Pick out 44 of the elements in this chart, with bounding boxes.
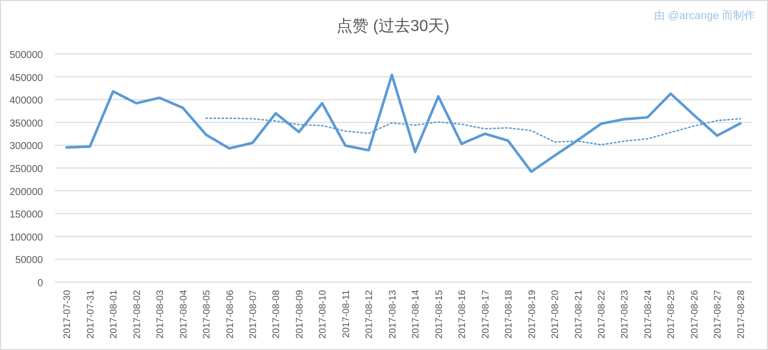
- x-tick-label: 2017-07-31: [85, 290, 96, 339]
- x-tick-label: 2017-08-28: [736, 290, 747, 339]
- x-tick-label: 2017-08-01: [108, 290, 120, 339]
- x-tick-label: 2017-08-06: [224, 290, 236, 339]
- y-tick-label: 100000: [10, 232, 44, 244]
- y-tick-label: 350000: [10, 118, 44, 130]
- y-tick-label: 50000: [15, 255, 44, 266]
- y-tick-label: 300000: [10, 141, 44, 152]
- x-tick-label: 2017-08-04: [178, 290, 190, 339]
- x-tick-label: 2017-08-15: [434, 290, 445, 339]
- x-tick-label: 2017-08-02: [132, 290, 143, 339]
- x-tick-label: 2017-08-09: [294, 290, 306, 339]
- x-tick-label: 2017-08-11: [340, 290, 352, 338]
- x-tick-label: 2017-08-21: [573, 290, 584, 339]
- x-tick-label: 2017-08-19: [526, 290, 538, 339]
- y-tick-label: 500000: [10, 50, 44, 61]
- x-tick-label: 2017-08-10: [318, 290, 329, 339]
- x-tick-label: 2017-08-14: [410, 290, 422, 339]
- x-tick-label: 2017-08-07: [248, 290, 259, 339]
- x-tick-label: 2017-08-03: [155, 290, 166, 339]
- y-tick-label: 250000: [10, 164, 44, 175]
- line-series: [65, 74, 742, 173]
- y-tick-label: 0: [37, 278, 44, 289]
- x-tick-label: 2017-07-30: [62, 290, 74, 339]
- y-tick-label: 150000: [10, 210, 44, 221]
- y-tick-label: 400000: [10, 96, 44, 107]
- x-tick-label: 2017-08-27: [712, 290, 724, 339]
- x-tick-label: 2017-08-24: [642, 290, 654, 339]
- text: 由 @arcange 而制作: [654, 9, 755, 22]
- x-tick-label: 2017-08-23: [620, 290, 631, 339]
- x-tick-label: 2017-08-16: [457, 290, 468, 339]
- x-tick-label: 2017-08-20: [550, 290, 562, 339]
- x-tick-label: 2017-08-25: [666, 290, 678, 339]
- x-tick-label: 2017-08-12: [364, 290, 376, 339]
- x-tick-label: 2017-08-17: [480, 290, 492, 339]
- x-tick-label: 2017-08-26: [689, 290, 700, 339]
- chart-title: 点赞 (过去30天): [336, 17, 450, 35]
- x-tick-label: 2017-08-18: [504, 290, 515, 339]
- y-tick-label: 200000: [10, 186, 44, 198]
- x-tick-label: 2017-08-22: [596, 290, 608, 339]
- y-tick-label: 450000: [10, 72, 44, 84]
- x-tick-label: 2017-08-13: [387, 290, 398, 339]
- x-tick-label: 2017-08-08: [271, 290, 282, 339]
- x-tick-label: 2017-08-05: [202, 290, 213, 339]
